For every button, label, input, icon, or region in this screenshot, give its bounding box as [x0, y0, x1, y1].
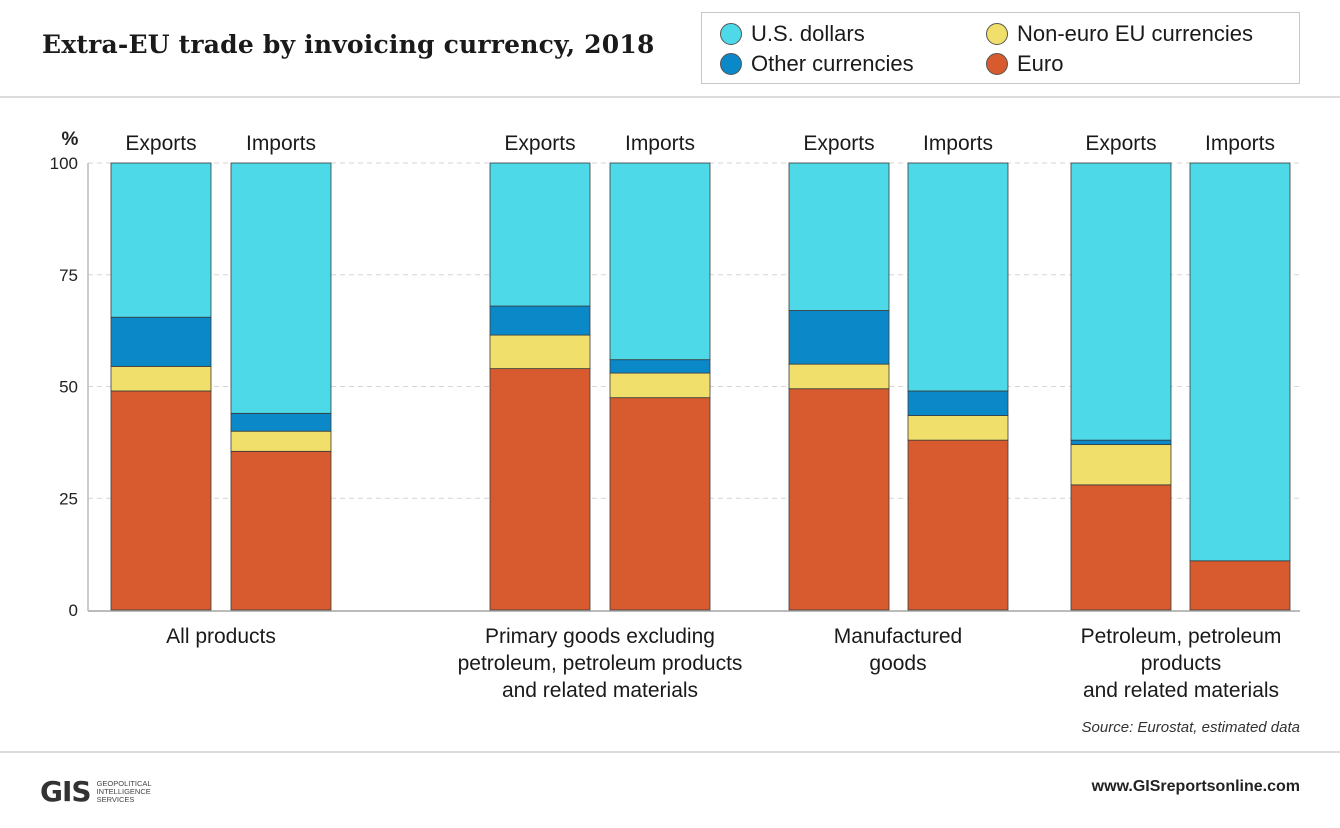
group-label: goods: [869, 652, 926, 675]
bar-segment-usd: [110, 162, 212, 318]
legend-label-usd: U.S. dollars: [751, 21, 865, 46]
logo-subtitle: GEOPOLITICAL INTELLIGENCE SERVICES: [96, 778, 152, 804]
bar-label: Exports: [504, 132, 575, 155]
bar-segment-other: [907, 390, 1009, 416]
bar-segment-other: [788, 310, 890, 365]
bar-segment-usd: [907, 162, 1009, 392]
logo-text: GIS: [40, 775, 92, 808]
legend-label-non-euro-eu: Non-euro EU currencies: [1017, 21, 1253, 46]
bar-segment-euro: [230, 450, 332, 611]
bar-segment-other: [609, 359, 711, 374]
logo-mark: GIS: [40, 775, 92, 808]
legend-swatch-usd: [720, 23, 742, 45]
bar-segment-non-euro-eu: [110, 365, 212, 392]
y-tick-label: 100: [50, 154, 78, 173]
group-label: and related materials: [502, 679, 698, 702]
bar-label: Exports: [1085, 132, 1156, 155]
bar-segment-other: [489, 305, 591, 336]
bar-segment-euro: [907, 439, 1009, 611]
y-tick-label: 75: [59, 266, 78, 285]
bar-segment-usd: [1070, 162, 1172, 441]
gis-logo: GIS GEOPOLITICAL INTELLIGENCE SERVICES: [40, 775, 152, 808]
bar-segment-other: [1070, 439, 1172, 446]
group-label: petroleum, petroleum products: [458, 652, 743, 675]
y-tick-label: 25: [59, 489, 78, 508]
bar-segment-other: [110, 316, 212, 367]
bar-segment-non-euro-eu: [907, 415, 1009, 441]
bar-label: Imports: [923, 132, 993, 155]
bar-segment-euro: [110, 390, 212, 611]
bar-segment-usd: [1189, 162, 1291, 562]
bar-label: Imports: [246, 132, 316, 155]
source-note: Source: Eurostat, estimated data: [1081, 719, 1300, 736]
bar-segment-euro: [788, 388, 890, 611]
bar-segment-usd: [609, 162, 711, 361]
group-label: and related materials: [1083, 679, 1279, 702]
bar-segment-euro: [489, 368, 591, 611]
bar-segment-non-euro-eu: [489, 334, 591, 370]
y-tick-label: 0: [69, 601, 78, 620]
bar-segment-usd: [230, 162, 332, 414]
bar-segment-usd: [788, 162, 890, 311]
chart-title: Extra-EU trade by invoicing currency, 20…: [42, 30, 655, 59]
bar-segment-euro: [609, 397, 711, 611]
legend-item-euro: Euro: [986, 51, 1063, 77]
bar-segment-non-euro-eu: [1070, 444, 1172, 486]
y-tick-label: 50: [59, 378, 78, 397]
logo-sub-line: INTELLIGENCE: [96, 786, 151, 796]
bar-label: Imports: [625, 132, 695, 155]
footer-url[interactable]: www.GISreportsonline.com: [1091, 778, 1300, 795]
legend-swatch-non-euro-eu: [986, 23, 1008, 45]
group-label: Manufactured: [834, 625, 962, 648]
footer-divider: [0, 751, 1340, 753]
legend-item-non-euro-eu: Non-euro EU currencies: [986, 21, 1253, 47]
bar-segment-usd: [489, 162, 591, 307]
legend-swatch-euro: [986, 53, 1008, 75]
bar-segment-non-euro-eu: [230, 430, 332, 452]
bar-segment-euro: [1189, 560, 1291, 611]
logo-sub-line: GEOPOLITICAL: [96, 778, 152, 788]
logo-sub-line: SERVICES: [96, 794, 135, 804]
legend-swatch-other: [720, 53, 742, 75]
legend-item-usd: U.S. dollars: [720, 21, 865, 47]
legend-label-other: Other currencies: [751, 51, 914, 76]
group-label: All products: [166, 625, 276, 648]
bar-segment-non-euro-eu: [788, 363, 890, 390]
group-label: products: [1141, 652, 1222, 675]
group-label: Primary goods excluding: [485, 625, 715, 648]
group-label: Petroleum, petroleum: [1081, 625, 1282, 648]
bar-segment-non-euro-eu: [609, 372, 711, 399]
bar-label: Exports: [803, 132, 874, 155]
header-divider: [0, 96, 1340, 98]
bar-segment-euro: [1070, 484, 1172, 611]
legend-item-other: Other currencies: [720, 51, 914, 77]
legend-label-euro: Euro: [1017, 51, 1064, 76]
bar-label: Imports: [1205, 132, 1275, 155]
bar-segment-other: [230, 412, 332, 432]
bar-label: Exports: [125, 132, 196, 155]
legend: U.S. dollars Non-euro EU currencies Othe…: [701, 12, 1300, 84]
y-axis-label: %: [62, 129, 79, 150]
